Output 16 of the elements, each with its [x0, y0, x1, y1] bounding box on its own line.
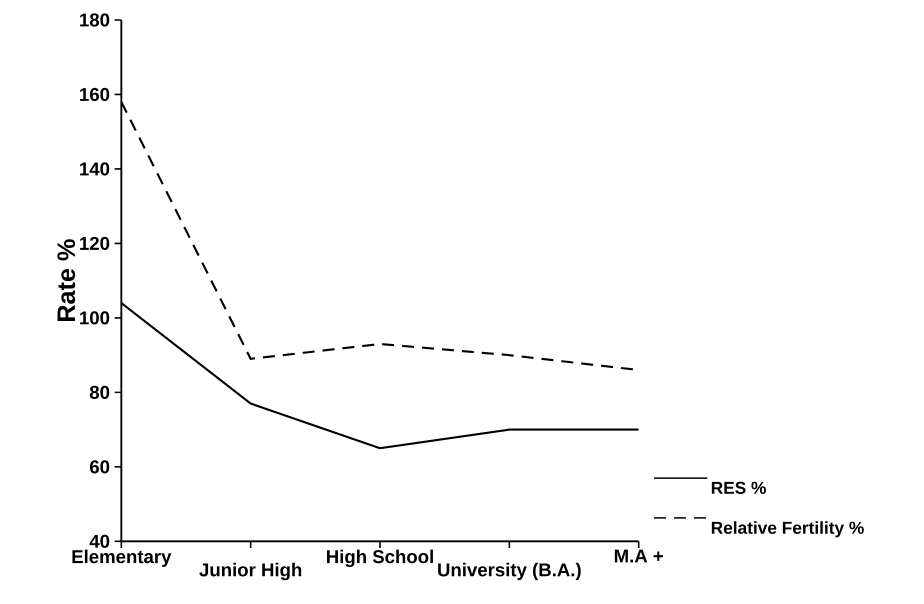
y-tick-label: 80 [90, 386, 110, 399]
y-tick-label: 60 [90, 460, 110, 474]
x-tick-label: Junior High [199, 562, 302, 580]
x-tick-label: Elementary [72, 550, 172, 567]
x-tick-label: University (B.A.) [438, 562, 581, 580]
y-tick-label: 120 [80, 236, 110, 250]
x-tick-label: High School [327, 550, 433, 568]
legend-label: Relative Fertility % [712, 521, 864, 538]
y-axis-title: Rate % [57, 239, 76, 322]
x-tick-label: M.A + [614, 550, 663, 562]
legend-label: RES % [712, 482, 766, 494]
y-tick-label: 100 [80, 311, 110, 324]
y-tick-label: 180 [80, 13, 110, 27]
y-tick-label: 40 [90, 534, 110, 548]
y-tick-label: 140 [80, 162, 110, 176]
y-tick-label: 160 [80, 88, 110, 102]
